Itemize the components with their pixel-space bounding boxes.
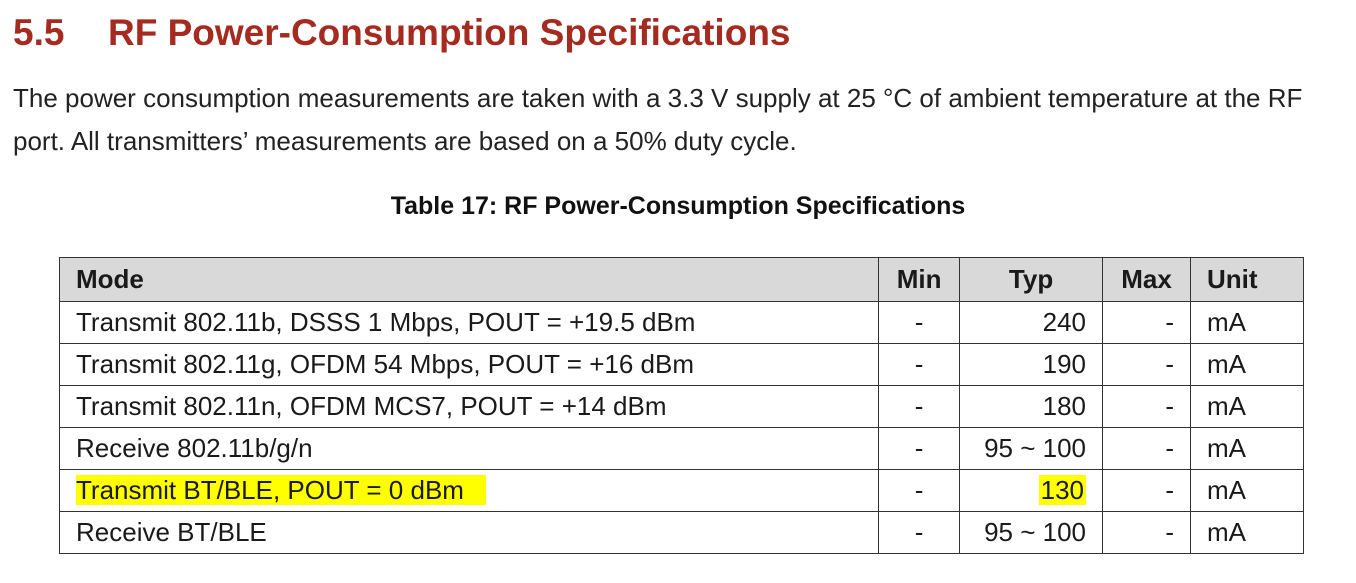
cell-typ: 95 ~ 100 — [959, 427, 1104, 470]
cell-mode: Transmit 802.11b, DSSS 1 Mbps, POUT = +1… — [58, 301, 880, 344]
table-row-highlighted: Transmit BT/BLE, POUT = 0 dBm - 130 - mA — [58, 469, 1304, 512]
power-consumption-table: Mode Min Typ Max Unit Transmit 802.11b, … — [58, 257, 1304, 554]
cell-min: - — [878, 301, 961, 344]
header-unit: Unit — [1190, 257, 1304, 302]
header-max: Max — [1102, 257, 1191, 302]
cell-typ: 180 — [959, 385, 1104, 428]
cell-typ: 190 — [959, 343, 1104, 386]
table-caption: Table 17: RF Power-Consumption Specifica… — [390, 192, 966, 220]
cell-min: - — [878, 469, 961, 512]
cell-unit: mA — [1190, 385, 1304, 428]
table-row: Receive BT/BLE - 95 ~ 100 - mA — [58, 511, 1304, 554]
cell-mode: Transmit 802.11n, OFDM MCS7, POUT = +14 … — [58, 385, 880, 428]
header-typ: Typ — [959, 257, 1104, 302]
highlighted-mode-text: Transmit BT/BLE, POUT = 0 dBm — [76, 475, 486, 505]
cell-unit: mA — [1190, 511, 1304, 554]
cell-min: - — [878, 427, 961, 470]
section-number: 5.5 — [13, 12, 65, 53]
header-mode: Mode — [58, 257, 880, 302]
cell-max: - — [1102, 385, 1191, 428]
section-title: RF Power-Consumption Specifications — [108, 12, 791, 53]
header-min: Min — [878, 257, 961, 302]
cell-mode: Receive 802.11b/g/n — [58, 427, 880, 470]
cell-min: - — [878, 385, 961, 428]
cell-max: - — [1102, 301, 1191, 344]
cell-unit: mA — [1190, 427, 1304, 470]
cell-unit: mA — [1190, 343, 1304, 386]
cell-max: - — [1102, 427, 1191, 470]
cell-max: - — [1102, 511, 1191, 554]
section-heading: 5.5 RF Power-Consumption Specifications — [13, 10, 791, 56]
cell-typ: 130 — [959, 469, 1104, 512]
cell-min: - — [878, 343, 961, 386]
cell-mode: Receive BT/BLE — [58, 511, 880, 554]
cell-typ: 95 ~ 100 — [959, 511, 1104, 554]
cell-max: - — [1102, 469, 1191, 512]
table-row: Transmit 802.11b, DSSS 1 Mbps, POUT = +1… — [58, 301, 1304, 344]
cell-typ: 240 — [959, 301, 1104, 344]
intro-paragraph: The power consumption measurements are t… — [13, 83, 1303, 156]
highlighted-typ-text: 130 — [1038, 475, 1087, 505]
cell-mode: Transmit BT/BLE, POUT = 0 dBm — [58, 469, 880, 512]
cell-min: - — [878, 511, 961, 554]
table-row: Transmit 802.11n, OFDM MCS7, POUT = +14 … — [58, 385, 1304, 428]
cell-unit: mA — [1190, 469, 1304, 512]
cell-unit: mA — [1190, 301, 1304, 344]
table-header-row: Mode Min Typ Max Unit — [58, 257, 1304, 302]
table-row: Transmit 802.11g, OFDM 54 Mbps, POUT = +… — [58, 343, 1304, 386]
cell-max: - — [1102, 343, 1191, 386]
cell-mode: Transmit 802.11g, OFDM 54 Mbps, POUT = +… — [58, 343, 880, 386]
table-row: Receive 802.11b/g/n - 95 ~ 100 - mA — [58, 427, 1304, 470]
